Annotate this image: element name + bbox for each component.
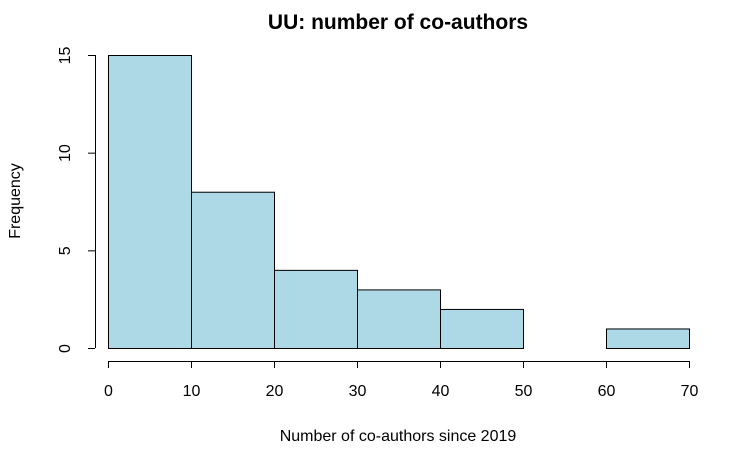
y-tick-label: 0: [57, 344, 74, 353]
y-tick-label: 5: [57, 246, 74, 255]
bars-group: [108, 55, 690, 350]
x-axis-label: Number of co-authors since 2019: [280, 428, 517, 445]
histogram-bar: [108, 55, 192, 349]
x-tick-label: 0: [104, 383, 113, 400]
x-tick-label: 30: [349, 383, 367, 400]
x-tick-label: 20: [266, 383, 284, 400]
x-tick-label: 60: [598, 383, 616, 400]
histogram-bar: [191, 191, 275, 349]
x-tick-label: 40: [432, 383, 450, 400]
x-axis: 0 10 20 30 40 50 60 70: [104, 361, 699, 400]
y-tick-label: 15: [57, 47, 74, 65]
x-tick-label: 10: [183, 383, 201, 400]
chart-title: UU: number of co-authors: [268, 11, 528, 34]
histogram-bar: [440, 308, 524, 349]
histogram-bar: [274, 269, 358, 349]
histogram-bar: [606, 328, 690, 350]
histogram-bar: [357, 289, 441, 349]
x-tick-label: 70: [681, 383, 699, 400]
x-tick-label: 50: [515, 383, 533, 400]
y-tick-label: 10: [57, 144, 74, 162]
y-axis-label: Frequency: [7, 163, 24, 239]
y-axis: 0 5 10 15: [57, 47, 96, 353]
